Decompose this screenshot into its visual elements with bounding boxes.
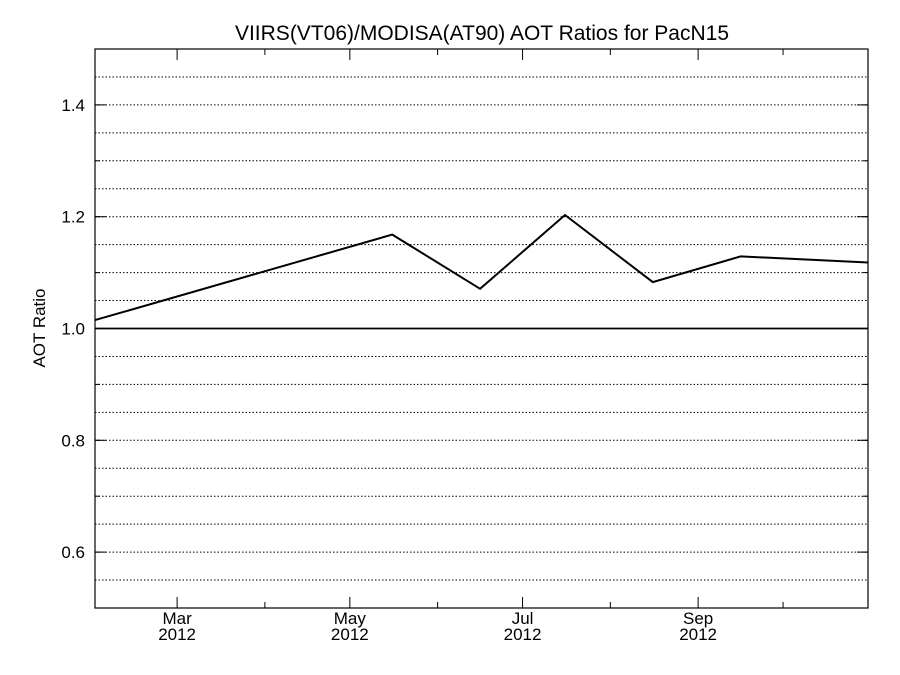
y-axis-label: AOT Ratio (30, 288, 49, 367)
y-tick-label: 0.6 (61, 543, 85, 562)
x-tick-label: May (334, 609, 367, 628)
x-tick-sublabel: 2012 (504, 625, 542, 644)
x-tick-sublabel: 2012 (679, 625, 717, 644)
y-tick-label: 1.2 (61, 208, 85, 227)
x-tick-label: Mar (162, 609, 192, 628)
y-tick-label: 1.0 (61, 320, 85, 339)
series-line (94, 213, 869, 322)
x-tick-label: Jul (512, 609, 534, 628)
y-tick-label: 1.4 (61, 96, 85, 115)
x-tick-sublabel: 2012 (331, 625, 369, 644)
axis-ticks: 0.60.81.01.21.4Mar2012May2012Jul2012Sep2… (61, 49, 868, 644)
plot-frame (94, 48, 869, 609)
grid-lines (95, 76, 868, 581)
y-tick-label: 0.8 (61, 431, 85, 450)
x-tick-sublabel: 2012 (158, 625, 196, 644)
series-group (94, 213, 869, 322)
x-tick-label: Sep (683, 609, 713, 628)
chart-title: VIIRS(VT06)/MODISA(AT90) AOT Ratios for … (235, 22, 729, 45)
